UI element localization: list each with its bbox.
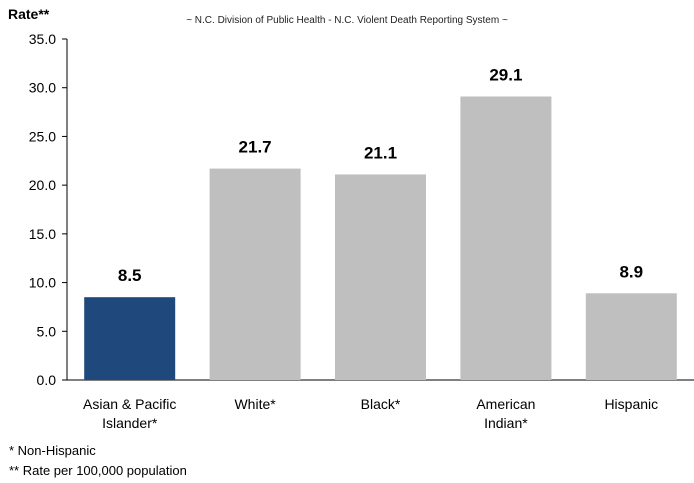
data-label: 29.1 (489, 65, 522, 84)
footnote-rate-definition: ** Rate per 100,000 population (9, 463, 187, 478)
y-tick-label: 0.0 (37, 372, 57, 388)
bar (209, 168, 301, 380)
x-tick-label: White* (234, 396, 276, 412)
bar (460, 96, 552, 381)
y-tick-label: 35.0 (29, 31, 56, 47)
bar (335, 174, 426, 380)
x-tick-label: American (476, 396, 535, 412)
x-tick-label: Black* (361, 396, 401, 412)
y-tick-label: 30.0 (29, 80, 56, 96)
bar (585, 293, 677, 380)
x-tick-label: Islander* (102, 415, 158, 431)
y-tick-label: 15.0 (29, 226, 56, 242)
data-label: 8.9 (619, 262, 643, 281)
data-label: 8.5 (118, 266, 142, 285)
y-tick-label: 25.0 (29, 128, 56, 144)
x-tick-label: Hispanic (604, 396, 658, 412)
y-tick-label: 10.0 (29, 275, 56, 291)
y-axis-title: Rate** (8, 6, 50, 22)
bar (84, 297, 176, 380)
chart-subtitle: ~ N.C. Division of Public Health - N.C. … (186, 15, 508, 26)
data-label: 21.1 (364, 143, 397, 162)
footnote-non-hispanic: * Non-Hispanic (9, 443, 96, 458)
x-tick-label: Indian* (484, 415, 528, 431)
x-tick-label: Asian & Pacific (83, 396, 176, 412)
y-tick-label: 5.0 (37, 323, 57, 339)
data-label: 21.7 (239, 138, 272, 157)
y-tick-label: 20.0 (29, 177, 56, 193)
